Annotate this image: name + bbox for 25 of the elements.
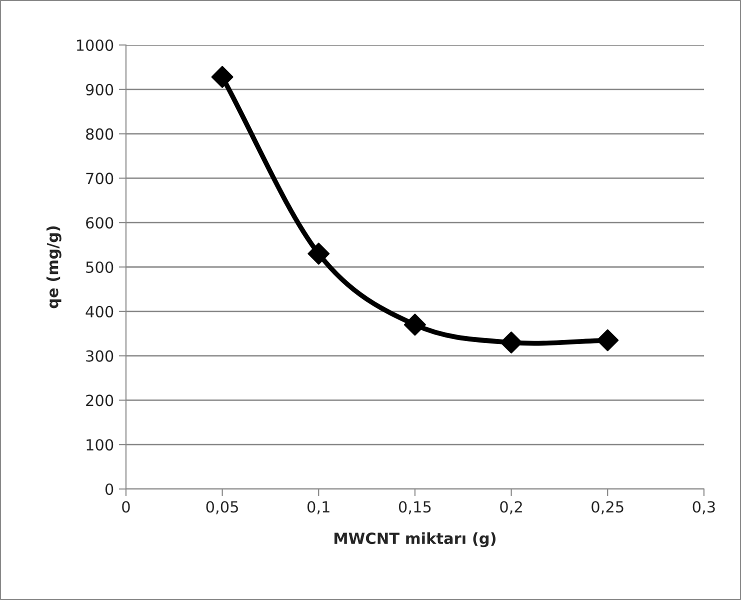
y-tick-label: 500 xyxy=(86,261,114,274)
point xyxy=(211,66,234,88)
x-tick-label: 0,2 xyxy=(500,501,522,514)
x-axis-title: MWCNT miktarı (g) xyxy=(334,532,496,548)
y-tick-label: 800 xyxy=(86,128,114,140)
y-tick-label: 300 xyxy=(86,350,114,362)
y-tick-label: 100 xyxy=(86,439,114,451)
y-tick-label: 200 xyxy=(86,394,114,406)
y-tick-label: 0 xyxy=(105,483,114,496)
x-tick-label: 0,3 xyxy=(692,501,715,514)
x-tick-label: 0,05 xyxy=(206,501,238,514)
y-tick-label: 900 xyxy=(86,84,114,96)
y-tick-label: 700 xyxy=(86,172,114,184)
x-tick-label: 0 xyxy=(122,501,130,513)
point xyxy=(500,331,522,354)
y-tick-label: 1000 xyxy=(76,39,114,52)
y-axis-title: qe (mg/g) xyxy=(46,226,62,308)
x-tick-label: 0,1 xyxy=(307,501,330,514)
x-tick-label: 0,15 xyxy=(398,501,431,514)
y-tick-label: 400 xyxy=(86,306,114,318)
point xyxy=(596,329,619,352)
y-tick-label: 600 xyxy=(86,217,114,229)
point xyxy=(308,242,330,265)
point xyxy=(404,314,426,336)
x-tick-label: 0,25 xyxy=(592,501,624,514)
